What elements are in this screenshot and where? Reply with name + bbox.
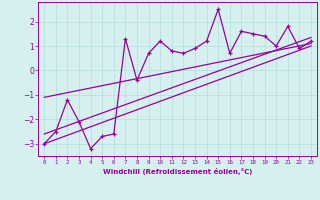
X-axis label: Windchill (Refroidissement éolien,°C): Windchill (Refroidissement éolien,°C) xyxy=(103,168,252,175)
